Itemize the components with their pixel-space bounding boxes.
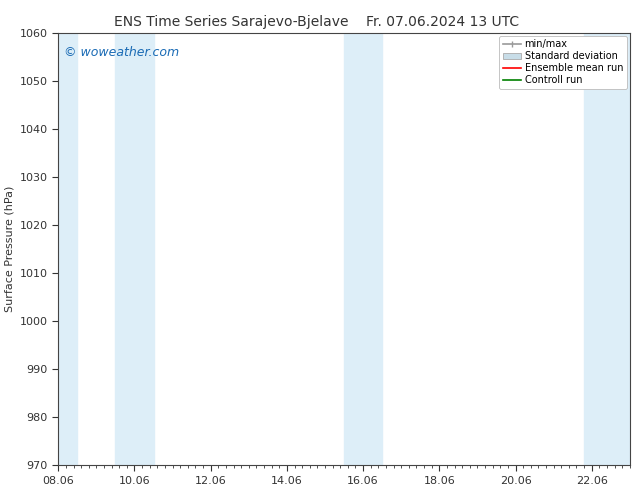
Bar <box>115 33 153 466</box>
Legend: min/max, Standard deviation, Ensemble mean run, Controll run: min/max, Standard deviation, Ensemble me… <box>499 36 627 89</box>
Text: © woweather.com: © woweather.com <box>64 46 179 59</box>
Bar <box>55 33 77 466</box>
Text: ENS Time Series Sarajevo-Bjelave    Fr. 07.06.2024 13 UTC: ENS Time Series Sarajevo-Bjelave Fr. 07.… <box>115 15 519 29</box>
Bar <box>584 33 633 466</box>
Y-axis label: Surface Pressure (hPa): Surface Pressure (hPa) <box>4 186 14 312</box>
Bar <box>344 33 382 466</box>
